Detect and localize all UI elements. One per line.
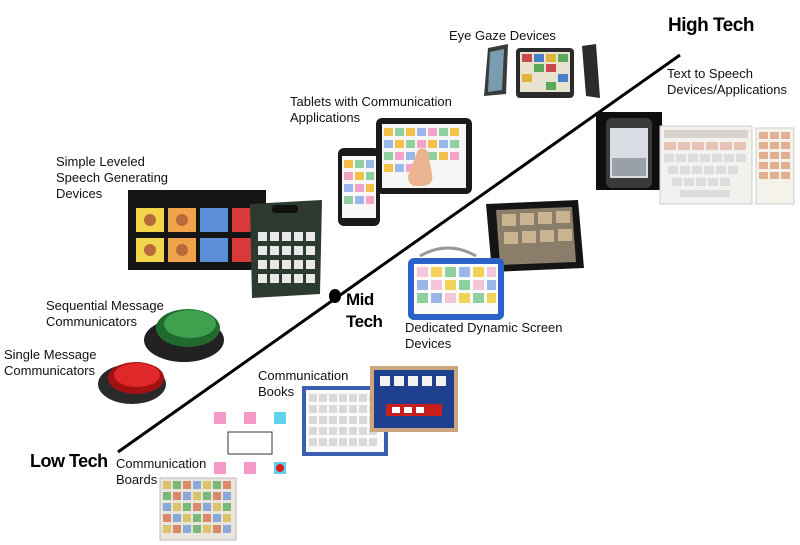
eye-gaze-device-front	[516, 48, 574, 98]
tier-high-tech: High Tech	[668, 15, 754, 36]
label-books-line2: Books	[258, 384, 295, 399]
dedicated-device-blue-case	[408, 246, 504, 320]
label-boards-line2: Boards	[116, 472, 158, 487]
label-eye-gaze: Eye Gaze Devices	[449, 28, 556, 43]
mid-tech-marker	[329, 289, 341, 303]
label-tts-line2: Devices/Applications	[667, 82, 787, 97]
label-tablets-line1: Tablets with Communication	[290, 94, 452, 109]
label-sequential-line2: Communicators	[46, 314, 138, 329]
tech-axis-line	[117, 53, 681, 454]
label-books-line1: Communication	[258, 368, 349, 383]
phone-communication-app	[338, 148, 380, 226]
label-tablets-line2: Applications	[290, 110, 361, 125]
tablet-tts-keyboard	[659, 125, 753, 205]
board-symbol-tiles	[214, 412, 286, 474]
dedicated-device-dark-tablet	[486, 200, 584, 272]
label-single-line2: Communicators	[4, 363, 96, 378]
label-boards-line1: Communication	[116, 456, 207, 471]
label-tts-line1: Text to Speech	[667, 66, 753, 81]
label-simple-leveled-line3: Devices	[56, 186, 103, 201]
tier-low-tech: Low Tech	[30, 451, 108, 471]
tier-mid-tech-line1: Mid	[346, 290, 374, 309]
sequential-communicator-green	[144, 309, 224, 362]
eye-gaze-device-angled	[582, 44, 600, 98]
side-panel-tts	[755, 127, 795, 205]
label-single-line1: Single Message	[4, 347, 97, 362]
label-sequential-line1: Sequential Message	[46, 298, 164, 313]
eye-gaze-device-side	[484, 44, 508, 96]
phone-tts	[596, 112, 662, 190]
leveled-device-grid	[250, 200, 322, 298]
single-communicator-red	[98, 362, 166, 404]
label-dedicated-line1: Dedicated Dynamic Screen	[405, 320, 563, 335]
label-simple-leveled-line1: Simple Leveled	[56, 154, 145, 169]
tablet-communication-app	[376, 118, 472, 194]
communication-book-strip	[370, 366, 458, 432]
tier-mid-tech-line2: Tech	[346, 312, 383, 331]
board-symbol-grid	[159, 477, 237, 541]
label-dedicated-line2: Devices	[405, 336, 452, 351]
label-simple-leveled-line2: Speech Generating	[56, 170, 169, 185]
